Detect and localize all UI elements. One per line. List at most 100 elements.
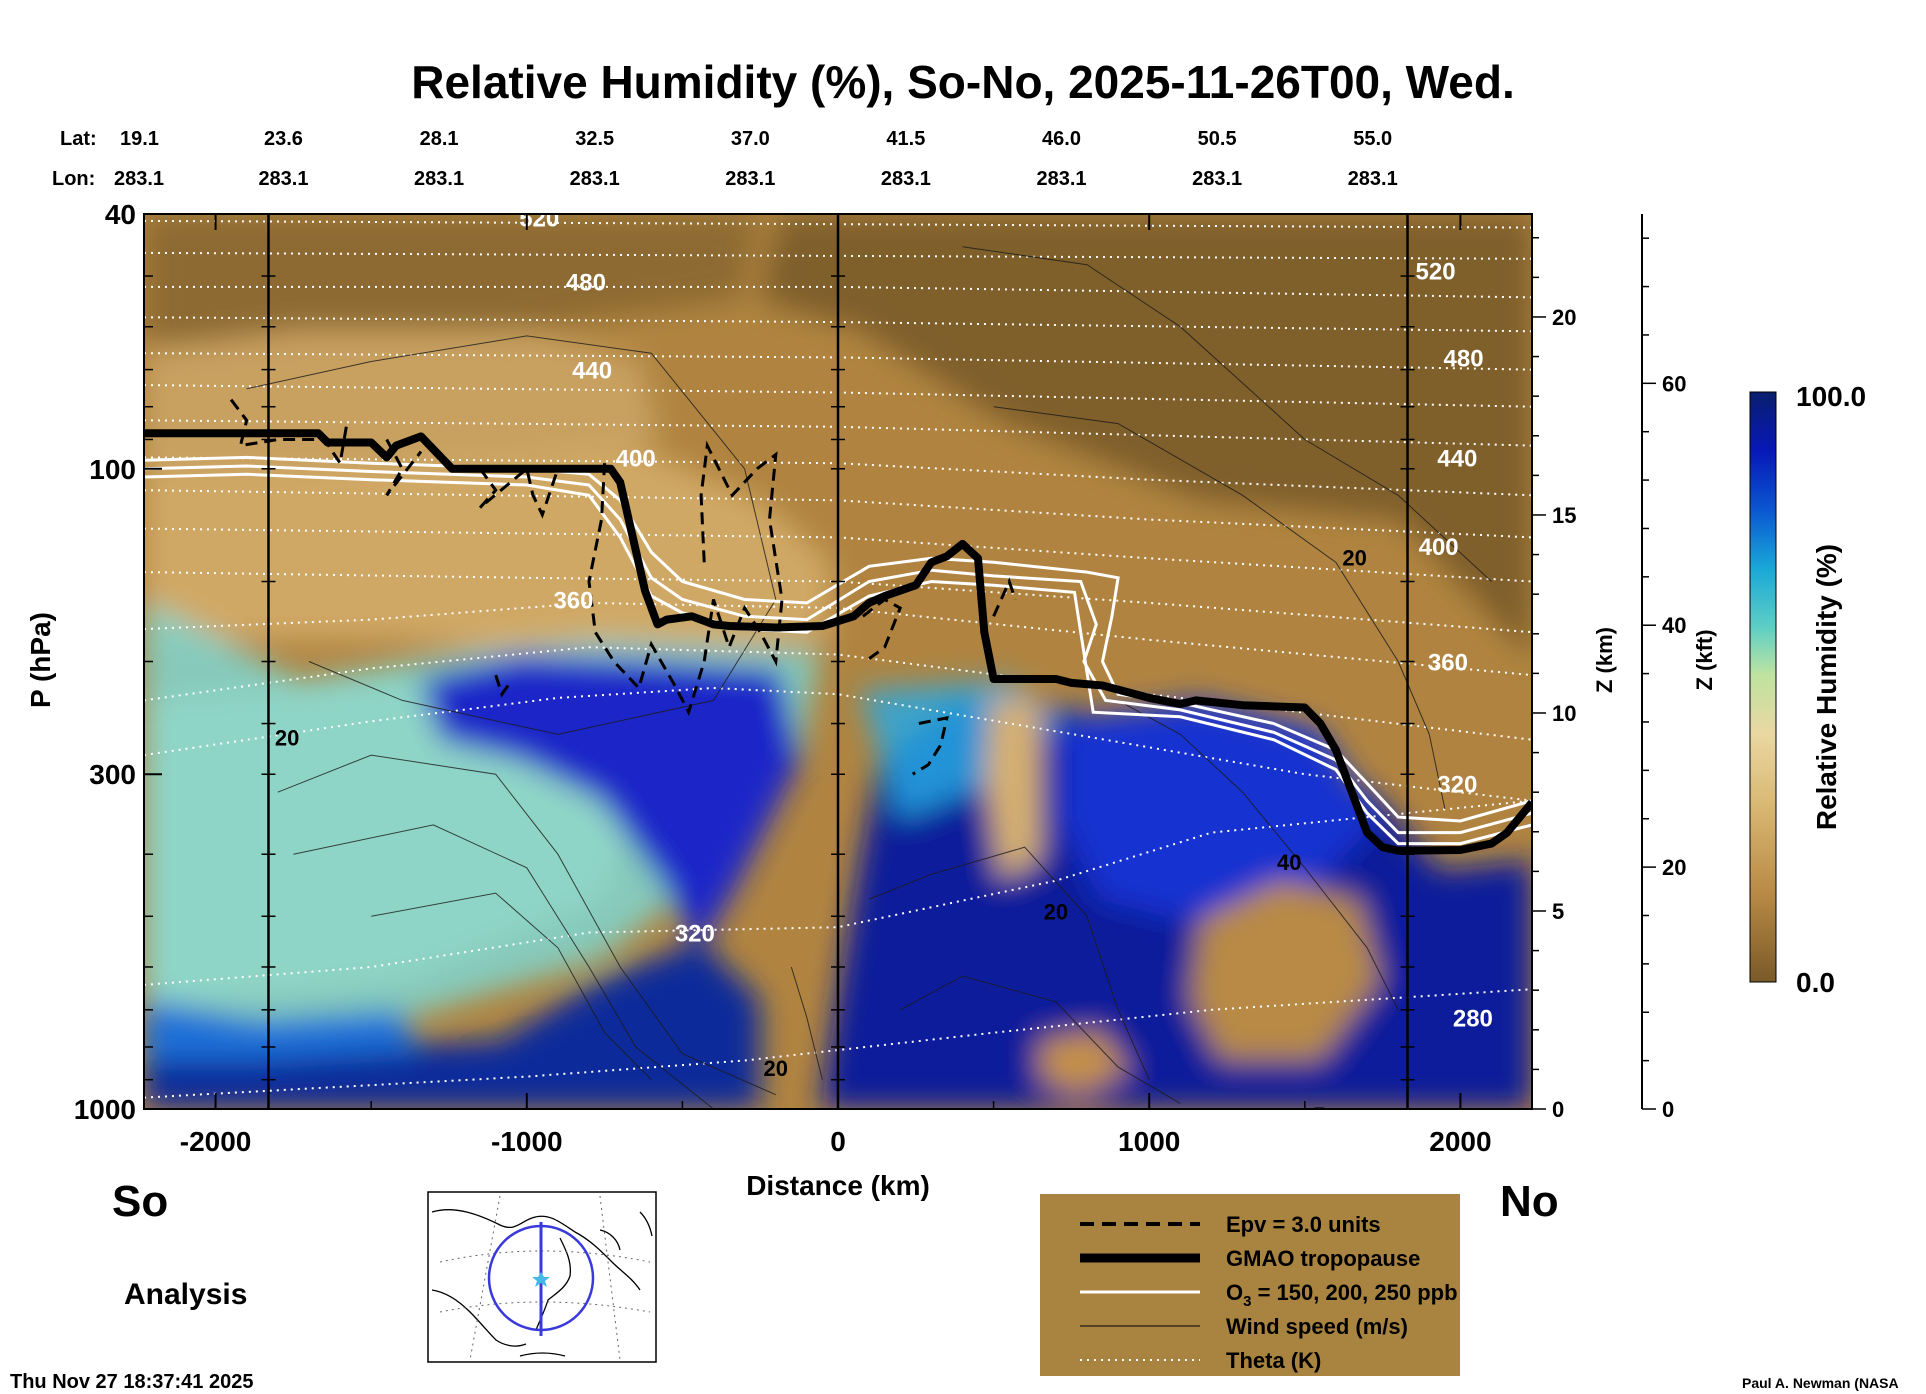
- x-tick-label: -2000: [180, 1126, 252, 1157]
- wind-line: [899, 975, 1181, 1104]
- z-km-tick-label: 0: [1552, 1097, 1564, 1122]
- epv-line: [861, 597, 903, 660]
- blue-bottom-left: [144, 940, 760, 1109]
- lat-value: 32.5: [575, 128, 614, 150]
- theta-label: 440: [572, 358, 612, 385]
- lon-value: 283.1: [414, 168, 464, 190]
- legend-label-main: O: [1226, 1280, 1243, 1305]
- wind-label: 20: [275, 726, 299, 751]
- lat-value: 46.0: [1042, 128, 1081, 150]
- lat-value: 50.5: [1198, 128, 1237, 150]
- wind-line: [1117, 699, 1399, 1011]
- z-kft-tick-label: 60: [1662, 371, 1686, 396]
- epv-lines: [229, 398, 1326, 1109]
- y-tick-label: 1000: [74, 1094, 136, 1125]
- epv-line: [229, 398, 348, 468]
- lat-lon-values: 19.1 23.6 28.1 32.5 37.0 41.5 46.0 50.5 55.0 283.…: [114, 128, 1398, 190]
- label-north: No: [1500, 1177, 1559, 1226]
- strat-dry-left: [144, 214, 760, 345]
- x-tick-label: -1000: [491, 1126, 563, 1157]
- theta-line: [144, 489, 1532, 539]
- wind-label: 20: [1044, 900, 1068, 925]
- lon-value: 283.1: [1192, 168, 1242, 190]
- lat-label: Lat:: [60, 128, 97, 150]
- theta-label: 360: [553, 587, 593, 614]
- credit: Paul A. Newman (NASA: [1742, 1375, 1899, 1391]
- tropopause-line: [144, 429, 1532, 855]
- wind-label: 40: [1277, 850, 1301, 875]
- lon-label: Lon:: [52, 168, 95, 190]
- epv-line: [992, 577, 1017, 617]
- x-tick-label: 2000: [1429, 1126, 1491, 1157]
- theta-label: 440: [1437, 445, 1477, 472]
- colorbar: [1749, 391, 1777, 983]
- lon-value: 283.1: [1348, 168, 1398, 190]
- x-axis: -2000 -1000 0 1000 2000: [180, 214, 1492, 1157]
- y-tick-label: 300: [89, 759, 136, 790]
- theta-label: 480: [566, 270, 606, 297]
- wind-label: 20: [1342, 545, 1366, 570]
- theta-label: 520: [1416, 258, 1456, 285]
- legend-label-main: Theta (K): [1226, 1348, 1321, 1373]
- z-km-tick-label: 10: [1552, 701, 1576, 726]
- tan-upper: [144, 330, 660, 470]
- lon-value: 283.1: [258, 168, 308, 190]
- y-tick-label: 100: [89, 454, 136, 485]
- lat-value: 55.0: [1353, 128, 1392, 150]
- theta-label: 280: [1453, 1006, 1493, 1033]
- legend-label-sub: 3: [1243, 1293, 1251, 1310]
- lon-value: 283.1: [570, 168, 620, 190]
- x-tick-label: 0: [830, 1126, 846, 1157]
- theta-label: 320: [675, 920, 715, 947]
- lat-value: 19.1: [120, 128, 159, 150]
- vertical-markers: [261, 214, 1415, 1109]
- z-kft-label: Z (kft): [1692, 629, 1717, 690]
- legend: Epv = 3.0 units GMAO tropopause O3 = 150, …: [1040, 1194, 1460, 1376]
- theta-label: 320: [1437, 771, 1477, 798]
- legend-label: Wind speed (m/s): [1226, 1314, 1408, 1339]
- dry-spot: [1040, 1030, 1130, 1095]
- theta-label: 480: [1444, 345, 1484, 372]
- lon-value: 283.1: [725, 168, 775, 190]
- epv-line: [385, 438, 423, 497]
- legend-label-main: GMAO tropopause: [1226, 1246, 1420, 1271]
- blue-mid: [420, 655, 800, 950]
- chart-title: Relative Humidity (%), So-No, 2025-11-26…: [411, 56, 1514, 108]
- wind-line: [246, 335, 777, 735]
- colorbar-label: Relative Humidity (%): [1811, 544, 1842, 830]
- theta-line: [144, 686, 1532, 802]
- theta-line: [144, 456, 1532, 497]
- legend-label-main: Wind speed (m/s): [1226, 1314, 1408, 1339]
- theta-label: 400: [1419, 534, 1459, 561]
- lon-value: 283.1: [881, 168, 931, 190]
- lat-value: 41.5: [886, 128, 925, 150]
- z-km-tick-label: 20: [1552, 305, 1576, 330]
- x-tick-label: 1000: [1118, 1126, 1180, 1157]
- x-axis-label: Distance (km): [746, 1170, 930, 1201]
- theta-line: [144, 601, 1532, 677]
- wind-line: [962, 246, 1492, 582]
- y-axis-label: P (hPa): [25, 612, 56, 708]
- lat-value: 37.0: [731, 128, 770, 150]
- z-kft-axis: 0 20 40 60: [1641, 214, 1686, 1122]
- wind-line: [371, 892, 652, 1081]
- wind-line: [993, 406, 1446, 810]
- z-km-axis: 0 5 10 15 20: [1531, 214, 1576, 1122]
- z-km-label: Z (km): [1592, 627, 1617, 693]
- contour-labels: 520 480 440 400 360 320 520 480 440 400 360 320 280 2…: [275, 205, 1493, 1081]
- legend-label-rest: = 150, 200, 250 ppb: [1251, 1280, 1457, 1305]
- colorbar-max: 100.0: [1796, 381, 1866, 412]
- legend-label: O3 = 150, 200, 250 ppb: [1226, 1280, 1458, 1310]
- z-km-tick-label: 5: [1552, 899, 1564, 924]
- strat-dry: [760, 214, 1532, 660]
- timestamp: Thu Nov 27 18:37:41 2025: [10, 1371, 253, 1393]
- theta-label: 400: [616, 445, 656, 472]
- epv-line: [478, 466, 589, 519]
- legend-label-main: Epv = 3.0 units: [1226, 1212, 1381, 1237]
- dry-tongue: [1190, 880, 1380, 1060]
- z-kft-tick-label: 20: [1662, 855, 1686, 880]
- z-kft-tick-label: 40: [1662, 613, 1686, 638]
- wind-line: [868, 846, 1150, 1080]
